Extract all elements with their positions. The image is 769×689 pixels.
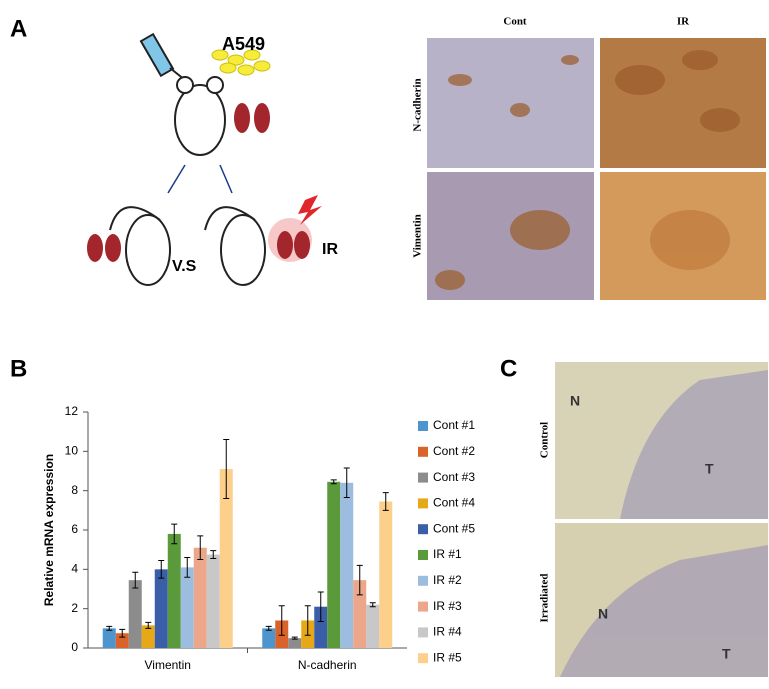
bar — [353, 580, 367, 648]
bar — [128, 580, 142, 648]
bar — [206, 554, 220, 648]
error-bar — [119, 628, 126, 638]
y-axis-label: Relative mRNA expression — [42, 454, 56, 606]
error-bar — [369, 602, 376, 608]
legend-swatch — [418, 472, 428, 483]
bar — [193, 547, 207, 648]
error-bar — [184, 557, 191, 578]
y-tick-label: 2 — [71, 601, 78, 615]
legend-swatch — [418, 446, 428, 457]
legend-label: Cont #5 — [433, 521, 475, 535]
error-bar — [278, 605, 285, 636]
legend-swatch — [418, 653, 428, 664]
error-bar — [145, 621, 152, 629]
bar — [340, 482, 354, 648]
legend-swatch — [418, 421, 428, 431]
legend-label: IR #1 — [433, 547, 462, 561]
bar — [219, 469, 233, 648]
y-tick-label: 12 — [65, 404, 79, 418]
error-bar — [197, 535, 204, 560]
marker: T — [722, 646, 731, 662]
legend-label: IR #5 — [433, 650, 462, 664]
bar — [167, 533, 181, 648]
bar — [115, 633, 129, 648]
error-bar — [210, 550, 217, 560]
legend-label: IR #2 — [433, 573, 462, 587]
panel-label: C — [500, 355, 517, 382]
y-tick-label: 4 — [71, 562, 78, 576]
bar — [379, 501, 393, 648]
marker: N — [570, 393, 580, 409]
error-bar — [158, 559, 165, 579]
bar — [141, 625, 155, 648]
error-bar — [356, 564, 363, 596]
legend-label: Cont #4 — [433, 496, 475, 510]
error-bar — [106, 625, 113, 631]
legend-swatch — [418, 498, 428, 509]
row-label: Vimentin — [412, 214, 424, 258]
y-tick-label: 6 — [71, 522, 78, 536]
bar — [154, 569, 168, 648]
tissue — [560, 370, 768, 677]
legend-label: IR #3 — [433, 599, 462, 613]
row-label: Irradiated — [539, 574, 551, 623]
row-label: N-cadherin — [412, 78, 424, 131]
error-bar — [330, 479, 337, 485]
error-bar — [223, 439, 230, 500]
bar — [327, 481, 341, 648]
treatment: IR — [322, 241, 338, 258]
marker: T — [705, 461, 714, 477]
error-bar — [171, 523, 178, 545]
bar — [262, 628, 276, 648]
legend-swatch — [418, 524, 428, 535]
row-label: Control — [539, 422, 551, 458]
bar-chart: Relative mRNA expression 0 2 4 6 8 10 12 Vimenti… — [42, 404, 475, 672]
legend-swatch — [418, 627, 428, 638]
y-tick-label: 0 — [71, 640, 78, 654]
column-label: Cont — [503, 16, 527, 28]
legend-swatch — [418, 575, 428, 586]
versus: V.S — [172, 258, 197, 275]
panel-label: A — [10, 15, 27, 42]
bar — [102, 628, 116, 648]
legend-swatch — [418, 601, 428, 612]
bar — [366, 604, 380, 648]
schematic — [87, 32, 322, 286]
y-tick-label: 8 — [71, 483, 78, 497]
x-tick-label: Vimentin — [145, 658, 191, 672]
legend-label: IR #4 — [433, 625, 462, 639]
column-label: IR — [677, 16, 690, 28]
x-tick-label: N-cadherin — [298, 658, 357, 672]
legend-label: Cont #2 — [433, 444, 475, 458]
cell-line: A549 — [222, 34, 265, 54]
marker: N — [598, 606, 608, 622]
error-bar — [291, 636, 298, 640]
legend-label: Cont #1 — [433, 418, 475, 432]
legend-label: Cont #3 — [433, 470, 475, 484]
bar — [314, 606, 328, 648]
error-bar — [382, 492, 389, 511]
bar — [288, 638, 302, 648]
error-bar — [317, 591, 324, 622]
histology-images — [427, 38, 766, 300]
error-bar — [132, 571, 139, 589]
panel-label: B — [10, 355, 27, 382]
y-tick-label: 10 — [65, 444, 79, 458]
error-bar — [304, 605, 311, 636]
error-bar — [265, 625, 272, 631]
error-bar — [343, 467, 350, 499]
bar — [180, 567, 194, 648]
legend-swatch — [418, 550, 428, 560]
